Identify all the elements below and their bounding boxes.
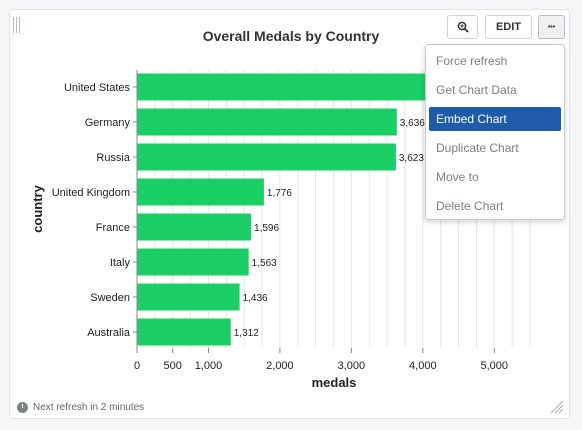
- data-label: 1,436: [243, 293, 268, 304]
- y-axis-title: country: [30, 184, 45, 232]
- menu-item-duplicate-chart[interactable]: Duplicate Chart: [436, 141, 519, 155]
- category-label: Russia: [96, 152, 131, 164]
- menu-item-move-to[interactable]: Move to: [436, 170, 479, 184]
- data-label: 1,596: [254, 223, 279, 234]
- zoom-button[interactable]: [447, 15, 478, 39]
- bar-united-states: [137, 73, 438, 101]
- category-label: Germany: [85, 117, 131, 129]
- menu-item-delete-chart[interactable]: Delete Chart: [436, 199, 504, 213]
- category-label: France: [96, 222, 130, 234]
- bar-russia: [137, 143, 396, 171]
- x-tick-label: 0: [134, 360, 140, 372]
- x-tick-label: 1,000: [195, 360, 223, 372]
- menu-item-embed-chart[interactable]: Embed Chart: [429, 107, 561, 131]
- bar-germany: [137, 108, 397, 136]
- drag-handle-icon[interactable]: [13, 17, 23, 33]
- resize-handle-icon[interactable]: [548, 398, 564, 414]
- menu-item-force-refresh[interactable]: Force refresh: [436, 54, 508, 68]
- bar-italy: [137, 248, 249, 276]
- category-label: Italy: [110, 257, 131, 269]
- data-label: 3,623: [399, 153, 424, 164]
- zoom-in-icon: [457, 21, 469, 33]
- data-label: 1,563: [252, 258, 277, 269]
- bar-australia: [137, 318, 231, 346]
- x-tick-label: 500: [164, 360, 182, 372]
- bar-united-kingdom: [137, 178, 264, 206]
- x-tick-label: 2,000: [266, 360, 294, 372]
- chart-labels: United States Germany 3,636 Russia 3,623 Unit…: [52, 82, 426, 339]
- chart-options-menu: Force refresh Get Chart Data Embed Chart…: [425, 44, 565, 220]
- refresh-status-text: Next refresh in 2 minutes: [33, 401, 145, 413]
- bar-sweden: [137, 283, 240, 311]
- clock-icon: [17, 401, 28, 413]
- category-label: United Kingdom: [52, 187, 130, 199]
- data-label: 1,776: [267, 188, 292, 199]
- data-label: 1,312: [234, 328, 259, 339]
- edit-button[interactable]: EDIT: [485, 15, 532, 39]
- chart-title: Overall Medals by Country: [202, 28, 380, 44]
- x-tick-label: 3,000: [338, 360, 366, 372]
- chart-bars: [137, 73, 438, 346]
- category-label: Australia: [87, 327, 131, 339]
- more-options-button[interactable]: •••: [538, 15, 565, 39]
- x-tick-label: 4,000: [409, 360, 437, 372]
- data-label: 3,636: [400, 118, 425, 129]
- refresh-status: Next refresh in 2 minutes: [17, 400, 144, 414]
- chart-axes: 0 500 1,000 2,000 3,000 4,000 5,000 medals count…: [30, 70, 508, 390]
- menu-item-get-chart-data[interactable]: Get Chart Data: [436, 83, 517, 97]
- category-label: Sweden: [90, 292, 130, 304]
- category-label: United States: [64, 82, 131, 94]
- bar-france: [137, 213, 252, 241]
- x-tick-label: 5,000: [481, 360, 509, 372]
- x-axis-title: medals: [312, 375, 357, 390]
